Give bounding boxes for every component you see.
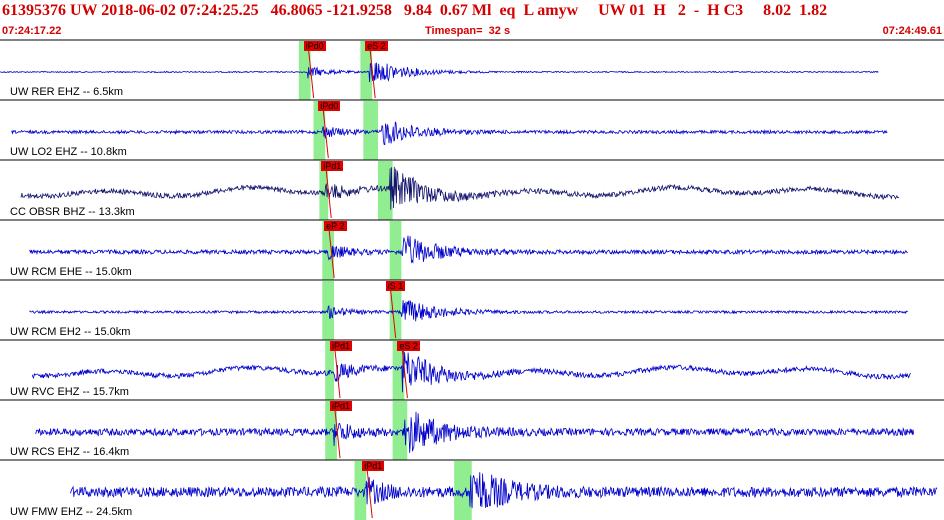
trace-station-label: UW FMW EHZ -- 24.5km [10, 506, 133, 518]
pick-window [313, 101, 326, 160]
waveform-trace[interactable] [29, 300, 908, 322]
waveform-trace[interactable] [69, 472, 938, 509]
pick-label[interactable]: iPd1 [362, 461, 385, 471]
pick-label[interactable]: iPd1 [330, 401, 353, 411]
pick-window [392, 341, 405, 400]
trace-station-label: UW RCS EHZ -- 16.4km [10, 446, 130, 458]
waveform-trace[interactable] [0, 61, 879, 83]
pick-window [298, 41, 311, 100]
pick-label[interactable]: eS 2 [397, 341, 420, 351]
waveform-trace[interactable] [35, 411, 915, 453]
pick-window [322, 281, 335, 340]
waveform-trace[interactable] [20, 166, 900, 210]
timespan-label: Timespan= 32 s [425, 25, 511, 37]
pick-window [389, 221, 402, 280]
end-time-label: 07:24:49.61 [882, 25, 942, 37]
event-header-title: 61395376 UW 2018-06-02 07:24:25.25 46.80… [2, 2, 828, 19]
pick-window [319, 161, 329, 220]
pick-label[interactable]: iPd1 [321, 161, 344, 171]
pick-label[interactable]: eP 2 [324, 221, 347, 231]
trace-station-label: UW RCM EHE -- 15.0km [10, 266, 132, 278]
waveform-trace[interactable] [29, 235, 909, 264]
pick-window [354, 461, 367, 520]
pick-window [325, 401, 337, 460]
pick-label[interactable]: iPd0 [303, 41, 326, 51]
pick-label[interactable]: iPd0 [318, 101, 341, 111]
pick-label[interactable]: eS 2 [365, 41, 388, 51]
pick-label[interactable]: iPd1 [330, 341, 353, 351]
pick-window [360, 41, 373, 100]
waveform-trace[interactable] [11, 121, 888, 146]
trace-station-label: UW RVC EHZ -- 15.7km [10, 386, 129, 398]
pick-window [322, 221, 335, 280]
start-time-label: 07:24:17.22 [2, 25, 62, 37]
pick-label[interactable]: iS 1 [385, 281, 406, 291]
trace-station-label: UW RCM EH2 -- 15.0km [10, 326, 131, 338]
trace-station-label: CC OBSR BHZ -- 13.3km [10, 206, 135, 218]
pick-window [363, 101, 378, 160]
trace-station-label: UW LO2 EHZ -- 10.8km [10, 146, 127, 158]
trace-station-label: UW RER EHZ -- 6.5km [10, 86, 124, 98]
waveform-trace[interactable] [31, 347, 912, 393]
pick-window [454, 461, 472, 520]
